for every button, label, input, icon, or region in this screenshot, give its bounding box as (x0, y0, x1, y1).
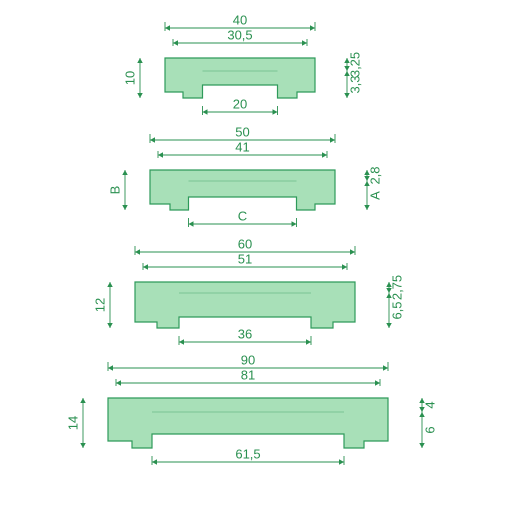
svg-text:90: 90 (241, 352, 255, 367)
svg-text:41: 41 (235, 139, 249, 154)
profile: 5041 C 2,8 A B (107, 124, 382, 227)
profile-shape (165, 58, 315, 98)
svg-text:A: A (367, 191, 382, 200)
svg-text:20: 20 (233, 96, 247, 111)
svg-text:10: 10 (122, 71, 137, 85)
svg-text:14: 14 (65, 416, 80, 430)
profile-shape (135, 282, 355, 328)
svg-text:2,75: 2,75 (389, 275, 404, 300)
svg-text:40: 40 (233, 12, 247, 27)
profile-shape (150, 170, 335, 210)
svg-text:50: 50 (235, 124, 249, 139)
svg-text:4: 4 (422, 401, 437, 408)
profile: 9081 61,5 4 6 14 (65, 352, 437, 465)
svg-text:51: 51 (238, 251, 252, 266)
profile: 6051 36 2,756,5 12 (92, 236, 404, 345)
svg-text:36: 36 (238, 326, 252, 341)
svg-text:81: 81 (241, 367, 255, 382)
svg-text:2,8: 2,8 (367, 166, 382, 184)
svg-text:12: 12 (92, 298, 107, 312)
svg-text:60: 60 (238, 236, 252, 251)
svg-text:61,5: 61,5 (235, 446, 260, 461)
svg-text:30,5: 30,5 (227, 27, 252, 42)
profile: 4030,5 20 3,253,3 10 (122, 12, 362, 115)
svg-text:6: 6 (422, 426, 437, 433)
svg-text:3,25: 3,25 (347, 52, 362, 77)
technical-drawing: 4030,5 20 3,253,3 10 5041 C 2,8 A B 6051 36 2,756,5… (0, 0, 512, 512)
profile-shape (108, 398, 388, 448)
svg-text:3,3: 3,3 (347, 75, 362, 93)
svg-text:C: C (238, 208, 247, 223)
svg-text:B: B (107, 186, 122, 195)
svg-text:6,5: 6,5 (389, 301, 404, 319)
